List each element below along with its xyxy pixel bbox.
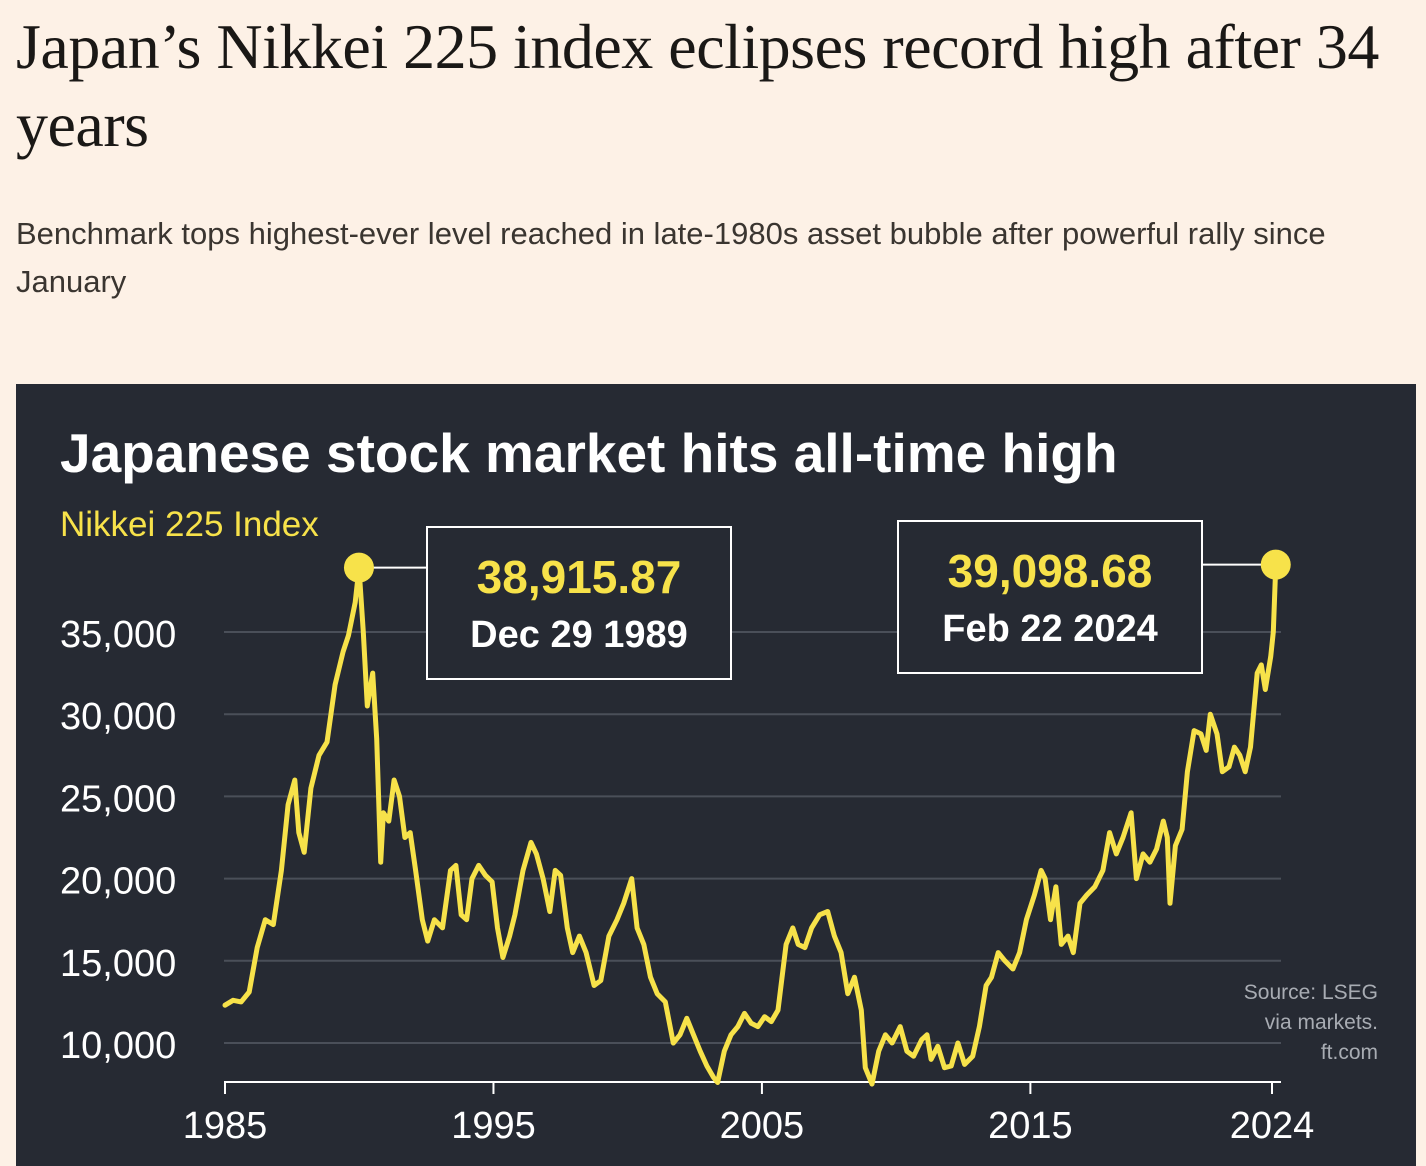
annotation-layer: 38,915.87 Dec 29 1989 39,098.68 Feb 22 2024	[343, 520, 1291, 680]
x-tick-label: 2005	[720, 1105, 805, 1147]
x-tick-label: 2015	[988, 1105, 1073, 1147]
callout-date: Dec 29 1989	[470, 614, 688, 656]
y-tick-label: 20,000	[60, 861, 176, 903]
y-tick-label: 30,000	[60, 696, 176, 738]
series-layer	[222, 562, 1279, 1087]
x-tick-label: 1995	[451, 1105, 536, 1147]
callout-date: Feb 22 2024	[942, 608, 1157, 650]
callout-value: 39,098.68	[948, 545, 1153, 597]
y-tick-label: 15,000	[60, 943, 176, 985]
x-tick-label: 1985	[183, 1105, 268, 1147]
source-note: Source: LSEG via markets. ft.com	[1244, 981, 1378, 1064]
chart-title: Japanese stock market hits all-time high	[60, 422, 1118, 484]
peak-marker	[1260, 549, 1291, 580]
x-axis: 1985 1995 2005 2015 2024	[183, 1081, 1315, 1147]
source-line: Source: LSEG	[1244, 981, 1378, 1004]
chart-subtitle: Nikkei 225 Index	[60, 505, 319, 544]
y-tick-label: 35,000	[60, 614, 176, 656]
series-line	[222, 562, 1279, 1087]
callout-box	[897, 520, 1203, 674]
nikkei-chart: Japanese stock market hits all-time high…	[60, 422, 1378, 1147]
callout-value: 38,915.87	[477, 551, 682, 603]
y-tick-label: 10,000	[60, 1025, 176, 1067]
callout-box	[426, 526, 732, 680]
x-tick-label: 2024	[1230, 1105, 1315, 1147]
y-tick-label: 25,000	[60, 778, 176, 820]
article-headline: Japan’s Nikkei 225 index eclipses record…	[16, 11, 1379, 160]
article-standfirst: Benchmark tops highest-ever level reache…	[16, 216, 1326, 299]
chart-panel: Japanese stock market hits all-time high…	[16, 384, 1416, 1166]
source-line: ft.com	[1321, 1041, 1378, 1064]
source-line: via markets.	[1265, 1011, 1378, 1034]
grid-layer: 10,000 15,000 20,000 25,000 30,000 35,000	[60, 614, 1281, 1067]
peak-marker	[343, 552, 374, 583]
